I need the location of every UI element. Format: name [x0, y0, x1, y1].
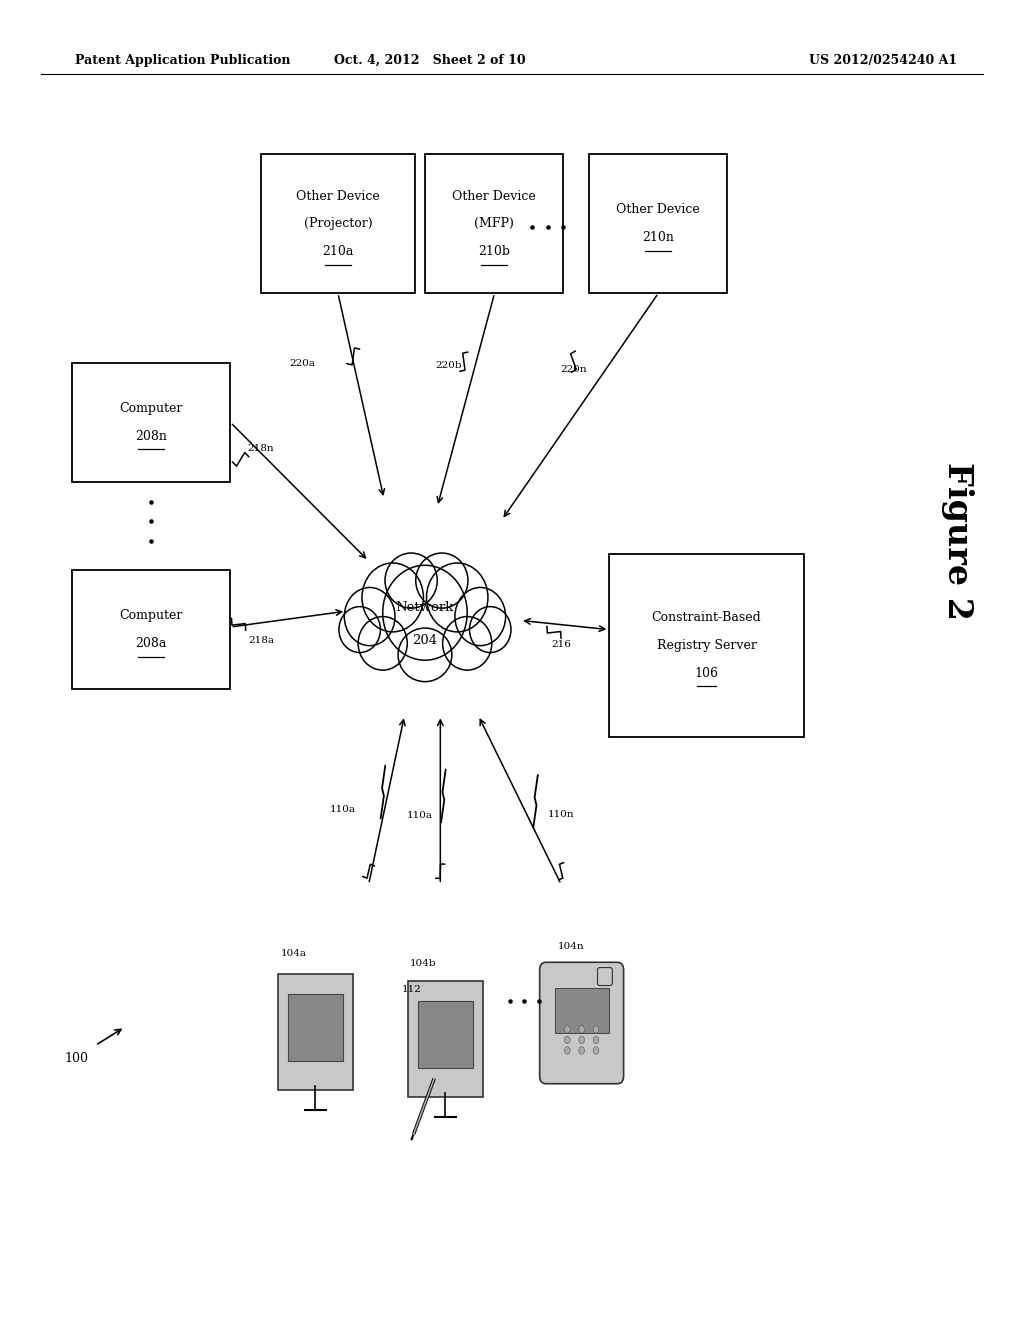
- Text: (Projector): (Projector): [303, 218, 373, 230]
- Ellipse shape: [383, 565, 467, 660]
- Circle shape: [579, 1047, 585, 1055]
- Text: 106: 106: [694, 667, 719, 680]
- Text: 216: 216: [551, 640, 571, 648]
- Text: 110a: 110a: [330, 805, 356, 813]
- Text: 110a: 110a: [407, 812, 433, 820]
- Circle shape: [564, 1026, 570, 1034]
- Text: 104a: 104a: [281, 949, 307, 957]
- Text: 220a: 220a: [289, 359, 315, 367]
- Ellipse shape: [416, 553, 468, 609]
- Text: 112: 112: [401, 986, 422, 994]
- Text: Oct. 4, 2012   Sheet 2 of 10: Oct. 4, 2012 Sheet 2 of 10: [334, 54, 526, 67]
- Circle shape: [564, 1047, 570, 1055]
- FancyBboxPatch shape: [425, 154, 563, 293]
- Text: 220n: 220n: [560, 366, 587, 374]
- Text: 104n: 104n: [558, 942, 585, 950]
- Text: US 2012/0254240 A1: US 2012/0254240 A1: [809, 54, 957, 67]
- Text: Other Device: Other Device: [296, 190, 380, 202]
- Ellipse shape: [358, 616, 408, 671]
- Text: Other Device: Other Device: [616, 203, 699, 216]
- Text: 218a: 218a: [248, 636, 274, 644]
- Text: Other Device: Other Device: [453, 190, 536, 202]
- Text: 110n: 110n: [548, 810, 574, 818]
- Text: 208a: 208a: [135, 638, 167, 649]
- Circle shape: [579, 1026, 585, 1034]
- FancyBboxPatch shape: [408, 981, 483, 1097]
- FancyBboxPatch shape: [555, 989, 608, 1032]
- FancyBboxPatch shape: [261, 154, 415, 293]
- Text: Patent Application Publication: Patent Application Publication: [75, 54, 290, 67]
- Text: Figure 2: Figure 2: [941, 462, 974, 620]
- Text: Network: Network: [395, 601, 455, 614]
- Ellipse shape: [361, 562, 424, 632]
- Text: (MFP): (MFP): [474, 218, 514, 230]
- Ellipse shape: [385, 553, 437, 609]
- Ellipse shape: [344, 587, 395, 645]
- FancyBboxPatch shape: [609, 554, 804, 737]
- Ellipse shape: [398, 628, 452, 681]
- Circle shape: [593, 1047, 599, 1055]
- Text: 104b: 104b: [410, 960, 436, 968]
- FancyBboxPatch shape: [72, 363, 230, 482]
- Circle shape: [593, 1026, 599, 1034]
- FancyBboxPatch shape: [597, 968, 612, 986]
- Ellipse shape: [442, 616, 492, 671]
- FancyBboxPatch shape: [72, 570, 230, 689]
- Ellipse shape: [455, 587, 506, 645]
- Text: Computer: Computer: [120, 403, 182, 414]
- Text: Registry Server: Registry Server: [656, 639, 757, 652]
- Ellipse shape: [426, 562, 488, 632]
- FancyBboxPatch shape: [278, 974, 353, 1090]
- Circle shape: [564, 1036, 570, 1044]
- Text: 210b: 210b: [478, 246, 510, 257]
- Text: 220b: 220b: [435, 362, 462, 370]
- Circle shape: [579, 1036, 585, 1044]
- FancyBboxPatch shape: [418, 1001, 473, 1068]
- FancyBboxPatch shape: [288, 994, 343, 1061]
- Ellipse shape: [469, 607, 511, 652]
- Text: 210n: 210n: [642, 231, 674, 244]
- Text: 100: 100: [65, 1052, 89, 1065]
- FancyBboxPatch shape: [589, 154, 727, 293]
- Text: Constraint-Based: Constraint-Based: [651, 611, 762, 624]
- Text: 204: 204: [413, 634, 437, 647]
- Text: Computer: Computer: [120, 610, 182, 622]
- Text: 218n: 218n: [248, 445, 274, 453]
- Text: 210a: 210a: [323, 246, 353, 257]
- Ellipse shape: [339, 607, 380, 652]
- Text: 208n: 208n: [135, 430, 167, 442]
- FancyBboxPatch shape: [540, 962, 624, 1084]
- Circle shape: [593, 1036, 599, 1044]
